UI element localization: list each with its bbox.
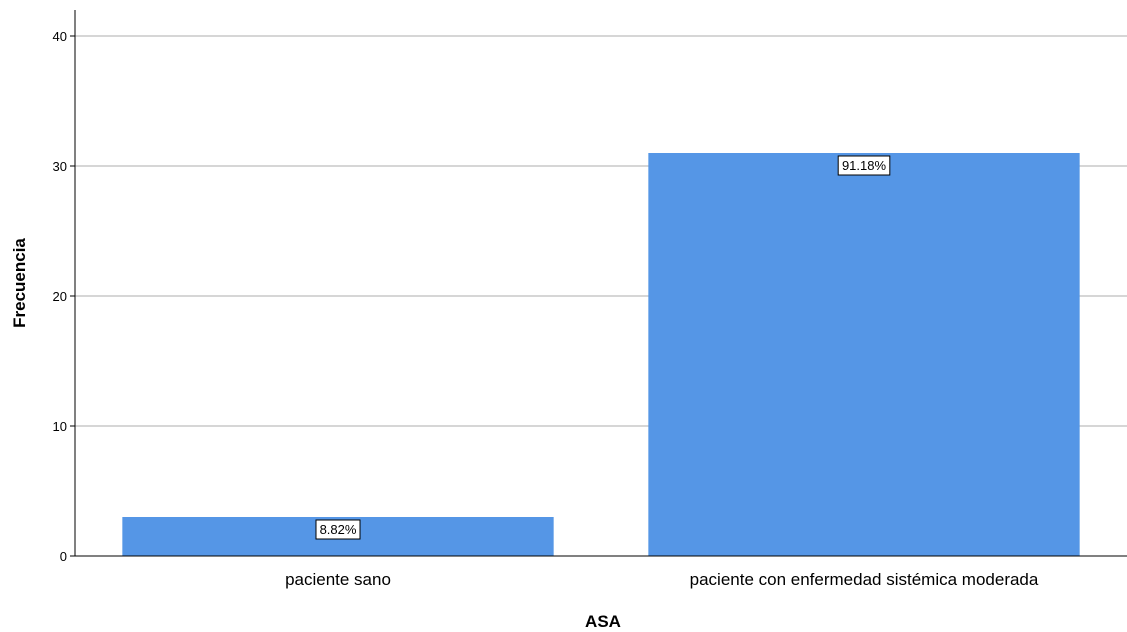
data-label: 91.18% [842, 158, 887, 173]
x-axis-title: ASA [585, 612, 621, 631]
y-tick-label: 30 [53, 159, 67, 174]
data-label: 8.82% [320, 522, 357, 537]
bars [122, 153, 1080, 556]
category-labels: paciente sano paciente con enfermedad sis… [285, 570, 1039, 589]
y-tick-label: 0 [60, 549, 67, 564]
y-tick-label: 20 [53, 289, 67, 304]
y-tick-label: 40 [53, 29, 67, 44]
bar [648, 153, 1080, 556]
x-tick-label: paciente sano [285, 570, 391, 589]
y-axis-title: Frecuencia [10, 238, 29, 328]
data-label-box [315, 519, 361, 540]
data-labels: 8.82% 91.18% [315, 155, 891, 540]
data-label-box [837, 155, 891, 176]
y-tick-label: 10 [53, 419, 67, 434]
x-tick-label: paciente con enfermedad sistémica modera… [690, 570, 1039, 589]
y-axis-ticks: 0 10 20 30 40 [53, 29, 75, 564]
